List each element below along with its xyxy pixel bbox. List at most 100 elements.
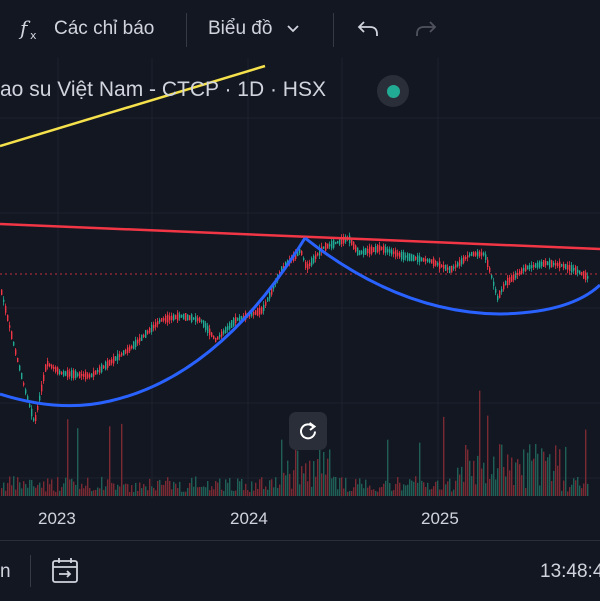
- volume-bar: [519, 464, 521, 496]
- candle-body: [481, 252, 483, 256]
- volume-bar: [377, 491, 379, 496]
- candle-body: [313, 255, 315, 263]
- candle-body: [191, 314, 193, 323]
- reset-chart-button[interactable]: [289, 412, 327, 450]
- volume-bar: [17, 477, 19, 496]
- candle-body: [525, 264, 527, 272]
- yellow-trendline[interactable]: [0, 64, 266, 148]
- x-tick-label: 2024: [230, 509, 268, 528]
- candle-body: [167, 314, 169, 323]
- volume-bar: [187, 487, 189, 496]
- candle-body: [361, 250, 363, 254]
- red-resistance-trendline[interactable]: [0, 222, 600, 251]
- candle-body: [227, 325, 229, 331]
- volume-bar: [45, 491, 47, 496]
- volume-bar: [225, 479, 227, 496]
- indicators-label: Các chỉ báo: [54, 18, 155, 39]
- volume-bar: [251, 481, 253, 496]
- toolbar-divider: [186, 13, 187, 47]
- volume-bar: [503, 466, 505, 496]
- volume-bar: [395, 484, 397, 496]
- candle-body: [235, 317, 237, 323]
- candle-body: [455, 264, 457, 268]
- candle-body: [403, 252, 405, 261]
- market-status-indicator[interactable]: [377, 75, 409, 107]
- volume-bar: [463, 481, 465, 496]
- volume-bar: [217, 482, 219, 496]
- chart-type-dropdown[interactable]: Biểu đồ: [208, 0, 300, 58]
- volume-bar: [95, 489, 97, 496]
- blue-arc-right[interactable]: [304, 236, 600, 316]
- undo-button[interactable]: [356, 0, 380, 58]
- volume-bar: [111, 482, 113, 496]
- candle-body: [433, 258, 435, 267]
- redo-icon: [416, 21, 437, 36]
- candle-body: [385, 247, 387, 253]
- volume-bar: [281, 439, 283, 496]
- volume-bar: [397, 477, 399, 496]
- volume-bar: [465, 444, 467, 496]
- volume-bar: [507, 454, 509, 496]
- candle-body: [491, 275, 493, 278]
- volume-bar: [411, 480, 413, 496]
- candle-body: [139, 337, 141, 342]
- candle-body: [303, 257, 305, 261]
- indicators-button[interactable]: f x Các chỉ báo: [18, 0, 154, 58]
- candle-body: [57, 367, 59, 375]
- volume-bar: [587, 483, 589, 496]
- volume-bar: [575, 480, 577, 496]
- bottom-left-label[interactable]: n: [0, 561, 11, 582]
- candle-body: [205, 323, 207, 331]
- candle-body: [331, 240, 333, 249]
- volume-bar: [77, 428, 79, 496]
- candle-body: [549, 259, 551, 268]
- candle-body: [169, 316, 171, 321]
- volume-bar: [75, 484, 77, 496]
- volume-bar: [433, 486, 435, 496]
- volume-bar: [53, 490, 55, 496]
- volume-bar: [55, 491, 57, 496]
- candle-body: [209, 328, 211, 336]
- candle-body: [357, 247, 359, 256]
- volume-bar: [359, 478, 361, 496]
- candle-body: [31, 408, 33, 417]
- candle-body: [197, 317, 199, 321]
- candle-body: [69, 371, 71, 377]
- volume-bar: [299, 484, 301, 496]
- calendar-arrow-icon[interactable]: [50, 555, 80, 585]
- volume-bar: [517, 459, 519, 496]
- volume-bar: [389, 483, 391, 496]
- volume-bar: [543, 451, 545, 496]
- candle-body: [225, 327, 227, 333]
- undo-icon: [357, 21, 378, 36]
- candle-body: [437, 262, 439, 266]
- volume-bar: [329, 449, 331, 496]
- volume-bar: [103, 489, 105, 496]
- symbol-header[interactable]: ao su Việt Nam - CTCP · 1D · HSX: [0, 70, 326, 110]
- volume-bar: [555, 445, 557, 496]
- candle-body: [323, 246, 325, 249]
- candle-body: [377, 245, 379, 253]
- volume-bar: [485, 483, 487, 496]
- candle-body: [453, 266, 455, 269]
- volume-bar: [535, 444, 537, 496]
- blue-arc-left[interactable]: [0, 237, 307, 408]
- volume-bar: [453, 489, 455, 496]
- candle-body: [495, 288, 497, 293]
- redo-button[interactable]: [414, 0, 438, 58]
- volume-bar: [123, 484, 125, 496]
- candle-body: [571, 265, 573, 273]
- volume-bar: [407, 484, 409, 496]
- volume-bar: [29, 479, 31, 496]
- volume-bar: [573, 478, 575, 496]
- candle-body: [583, 271, 585, 279]
- volume-bar: [153, 487, 155, 496]
- volume-bar: [195, 476, 197, 496]
- candle-body: [305, 262, 307, 268]
- volume-bar: [97, 487, 99, 496]
- volume-bar: [351, 490, 353, 496]
- candle-body: [179, 314, 181, 318]
- price-chart[interactable]: [0, 58, 600, 540]
- volume-bar: [325, 474, 327, 496]
- candle-body: [319, 247, 321, 256]
